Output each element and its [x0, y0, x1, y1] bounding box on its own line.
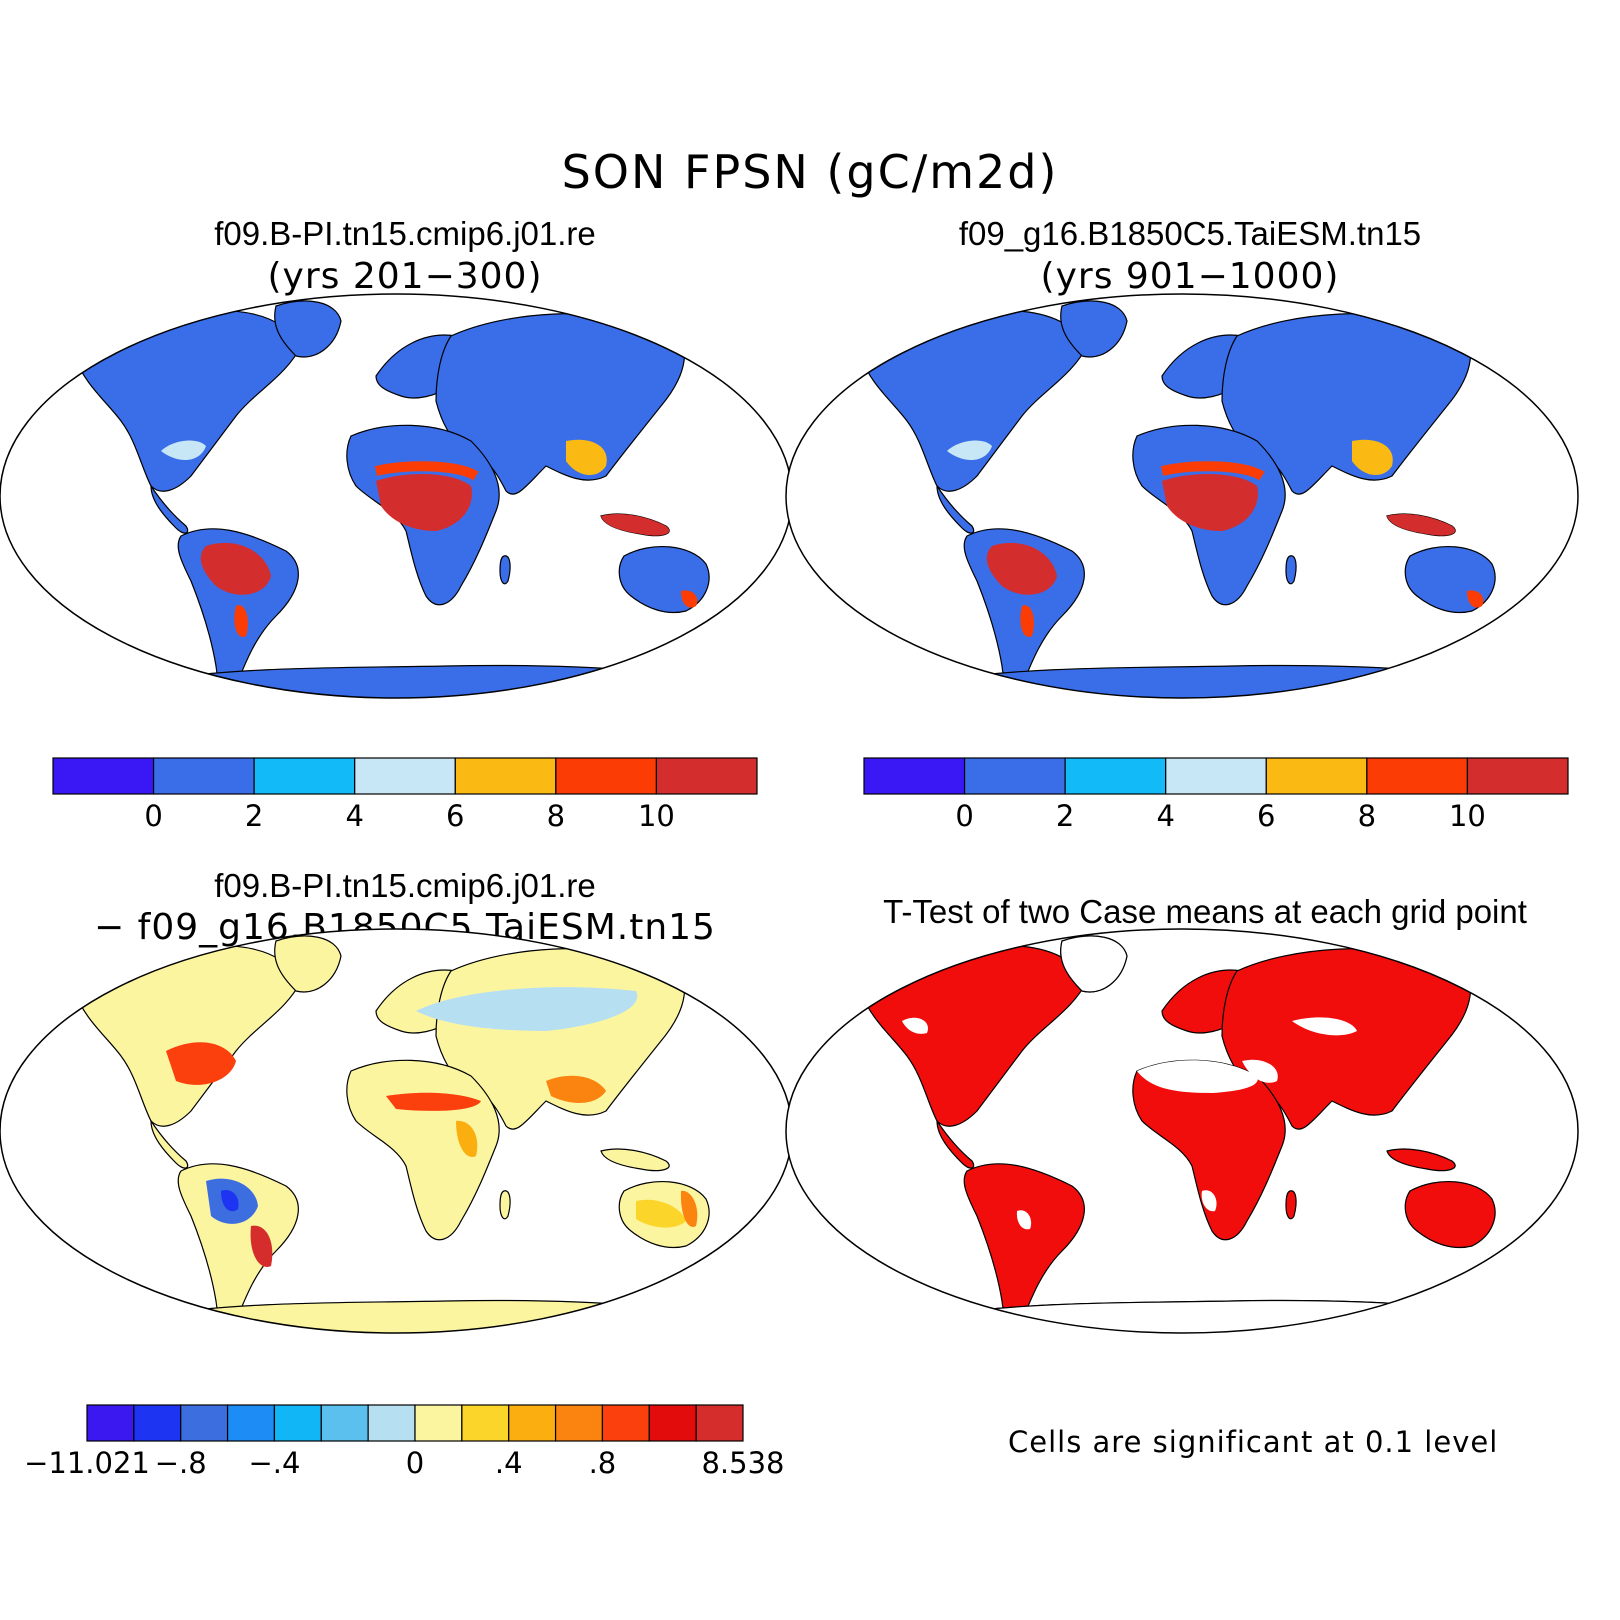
panel-4-title: T-Test of two Case means at each grid po…: [883, 893, 1527, 930]
colorbar-tick-label: −.8: [155, 1446, 207, 1480]
colorbar-swatch: [414, 1404, 463, 1442]
colorbar-tick-label: −.4: [248, 1446, 300, 1480]
colorbar-tick-label: 0: [144, 799, 162, 833]
colorbar-tick-label: .8: [589, 1446, 617, 1480]
colorbar-tick-label: 8: [1358, 799, 1376, 833]
colorbar-tick-label: 10: [638, 799, 675, 833]
colorbar-swatch: [454, 757, 557, 795]
figure-title: SON FPSN (gC/m2d): [561, 145, 1059, 199]
colorbar-swatch: [354, 757, 456, 795]
colorbar-swatch: [180, 1404, 229, 1442]
colorbar-swatch: [1064, 757, 1167, 795]
colorbar-swatch: [1265, 757, 1368, 795]
map-panel-1: [0, 293, 793, 699]
colorbar-swatch: [367, 1404, 416, 1442]
colorbar-swatch: [508, 1404, 557, 1442]
colorbar-tick-label: 8: [547, 799, 565, 833]
colorbar-tick-label: 2: [245, 799, 263, 833]
colorbar-swatch: [253, 757, 356, 795]
panel-2-subtitle: (yrs 901−1000): [1040, 256, 1340, 297]
panel-1-title: f09.B-PI.tn15.cmip6.j01.re: [214, 215, 596, 252]
colorbar-swatch: [152, 757, 255, 795]
colorbar-tick-label: 2: [1056, 799, 1074, 833]
colorbar-swatch: [461, 1404, 510, 1442]
colorbar-panel-3: −11.021 −.8 −.4 0 .4 .8 8.538: [24, 1404, 785, 1480]
panel-1-subtitle: (yrs 201−300): [267, 256, 543, 297]
colorbar-panel-2: 0 2 4 6 8 10: [863, 757, 1569, 833]
colorbar-tick-label: 6: [1257, 799, 1275, 833]
colorbar-tick-label: 10: [1449, 799, 1486, 833]
colorbar-swatch: [226, 1404, 276, 1442]
map-panel-2: [785, 293, 1579, 699]
colorbar-swatch: [1466, 757, 1569, 795]
colorbar-swatch: [1165, 757, 1267, 795]
colorbar-swatch: [320, 1404, 369, 1442]
colorbar-panel-1: 0 2 4 6 8 10: [52, 757, 758, 833]
colorbar-tick-label: 6: [446, 799, 464, 833]
map-panel-4: [785, 928, 1579, 1334]
colorbar-swatch: [655, 757, 758, 795]
colorbar-swatch: [52, 757, 155, 795]
colorbar-swatch: [554, 1404, 604, 1442]
colorbar-tick-label: 4: [1156, 799, 1174, 833]
colorbar-swatch: [648, 1404, 697, 1442]
colorbar-swatch: [133, 1404, 182, 1442]
colorbar-tick-label: 0: [955, 799, 973, 833]
panel-3-title: f09.B-PI.tn15.cmip6.j01.re: [214, 867, 596, 904]
colorbar-tick-label: −11.021: [24, 1446, 150, 1480]
significance-note: Cells are significant at 0.1 level: [1008, 1425, 1499, 1459]
colorbar-swatch: [1366, 757, 1469, 795]
colorbar-tick-label: 8.538: [701, 1446, 784, 1480]
colorbar-tick-label: 4: [345, 799, 363, 833]
colorbar-swatch: [863, 757, 966, 795]
colorbar-swatch: [601, 1404, 650, 1442]
colorbar-swatch: [963, 757, 1066, 795]
colorbar-swatch: [86, 1404, 135, 1442]
colorbar-tick-label: 0: [406, 1446, 424, 1480]
colorbar-swatch: [555, 757, 658, 795]
panel-2-title: f09_g16.B1850C5.TaiESM.tn15: [958, 215, 1422, 252]
colorbar-swatch: [695, 1404, 744, 1442]
colorbar-tick-label: .4: [495, 1446, 523, 1480]
colorbar-swatch: [273, 1404, 322, 1442]
map-panel-3: [0, 928, 793, 1334]
